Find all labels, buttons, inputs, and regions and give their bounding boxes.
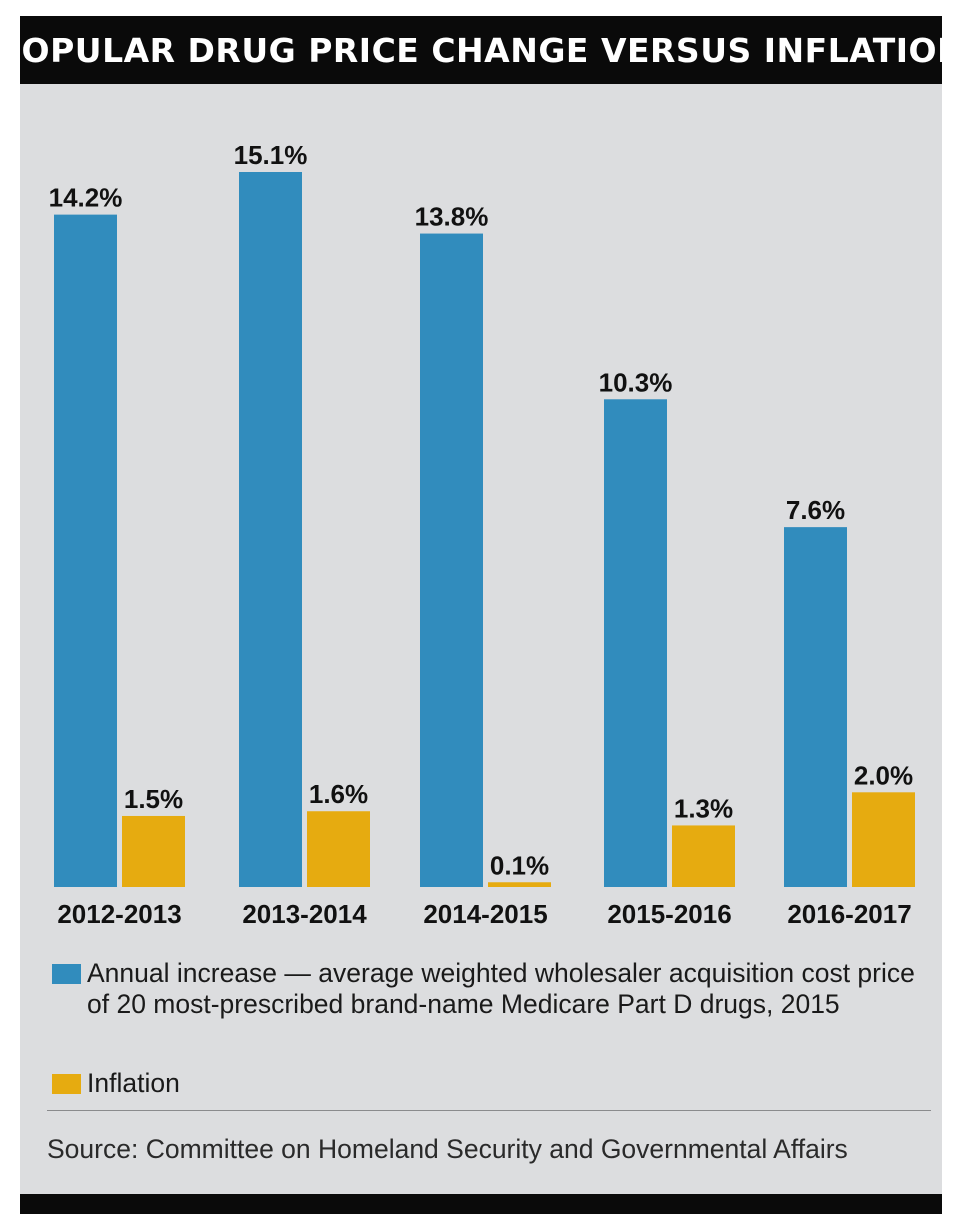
divider (47, 1110, 931, 1111)
data-label-annual-increase-2016-2017: 7.6% (786, 495, 845, 525)
legend-item-inflation: Inflation (52, 1068, 917, 1099)
data-label-inflation-2015-2016: 1.3% (674, 793, 733, 823)
data-label-annual-increase-2013-2014: 15.1% (234, 140, 308, 170)
category-label-2013-2014: 2013-2014 (242, 899, 367, 929)
chart-frame: POPULAR DRUG PRICE CHANGE VERSUS INFLATI… (0, 16, 963, 1214)
data-label-inflation-2014-2015: 0.1% (490, 850, 549, 880)
chart-title: POPULAR DRUG PRICE CHANGE VERSUS INFLATI… (0, 30, 963, 70)
bar-annual-increase-2014-2015 (420, 233, 483, 888)
bottom-bar (20, 1194, 942, 1214)
bar-chart: 14.2% 1.5% 2012-2013 15.1% 1.6% 2013-2014 13.8… (49, 140, 915, 929)
data-label-inflation-2012-2013: 1.5% (124, 784, 183, 814)
data-label-annual-increase-2014-2015: 13.8% (415, 202, 489, 232)
category-label-2014-2015: 2014-2015 (423, 899, 547, 929)
bar-inflation-2016-2017 (852, 792, 915, 887)
category-label-2012-2013: 2012-2013 (57, 899, 181, 929)
data-label-annual-increase-2015-2016: 10.3% (599, 367, 673, 397)
bar-inflation-2014-2015 (488, 882, 551, 887)
legend-item-annual-increase: Annual increase — average weighted whole… (52, 958, 917, 1020)
bar-annual-increase-2016-2017 (784, 527, 847, 887)
legend-swatch-annual-increase (52, 964, 81, 984)
bar-inflation-2012-2013 (122, 815, 185, 887)
category-label-2015-2016: 2015-2016 (607, 899, 731, 929)
bar-annual-increase-2015-2016 (604, 399, 667, 887)
bar-annual-increase-2013-2014 (239, 172, 302, 887)
bar-inflation-2013-2014 (307, 811, 370, 887)
data-label-inflation-2013-2014: 1.6% (309, 779, 368, 809)
data-label-inflation-2016-2017: 2.0% (854, 760, 913, 790)
legend-swatch-inflation (52, 1074, 81, 1094)
bar-annual-increase-2012-2013 (54, 214, 117, 887)
title-bar: POPULAR DRUG PRICE CHANGE VERSUS INFLATI… (0, 16, 963, 84)
source-note: Source: Committee on Homeland Security a… (47, 1134, 848, 1164)
legend-label-annual-increase: Annual increase — average weighted whole… (87, 958, 915, 1019)
bar-inflation-2015-2016 (672, 825, 735, 887)
data-label-annual-increase-2012-2013: 14.2% (49, 183, 123, 213)
legend-label-inflation: Inflation (87, 1068, 180, 1098)
category-label-2016-2017: 2016-2017 (787, 899, 911, 929)
